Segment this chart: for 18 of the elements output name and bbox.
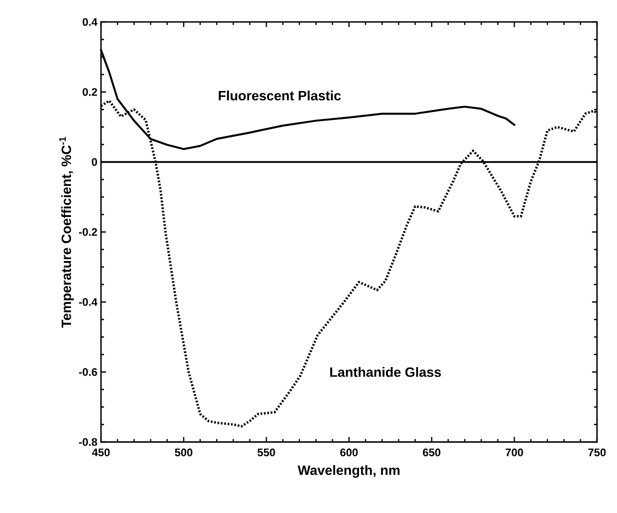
y-tick-label: -0.8 xyxy=(79,438,98,446)
y-tick-label: 0.2 xyxy=(82,88,98,96)
x-tick-label: 500 xyxy=(174,448,192,456)
x-tick-label: 700 xyxy=(506,448,524,456)
x-tick-label: 650 xyxy=(422,448,440,456)
y-tick-label: 0 xyxy=(92,158,98,166)
y-tick-label: -0.6 xyxy=(79,368,98,376)
x-axis-title: Wavelength, nm xyxy=(298,465,400,478)
series-label: Lanthanide Glass xyxy=(330,367,441,377)
series-label: Fluorescent Plastic xyxy=(218,90,341,100)
x-tick-label: 450 xyxy=(92,448,110,456)
x-tick-label: 550 xyxy=(258,448,276,456)
y-tick-label: 0.4 xyxy=(82,18,98,26)
x-tick-label: 750 xyxy=(588,448,606,456)
x-tick-label: 600 xyxy=(340,448,358,456)
y-axis-title: Temperature Coefficient, %C$^{-1}$ xyxy=(59,136,74,328)
y-tick-label: -0.4 xyxy=(79,298,98,306)
y-tick-label: -0.2 xyxy=(79,228,98,236)
